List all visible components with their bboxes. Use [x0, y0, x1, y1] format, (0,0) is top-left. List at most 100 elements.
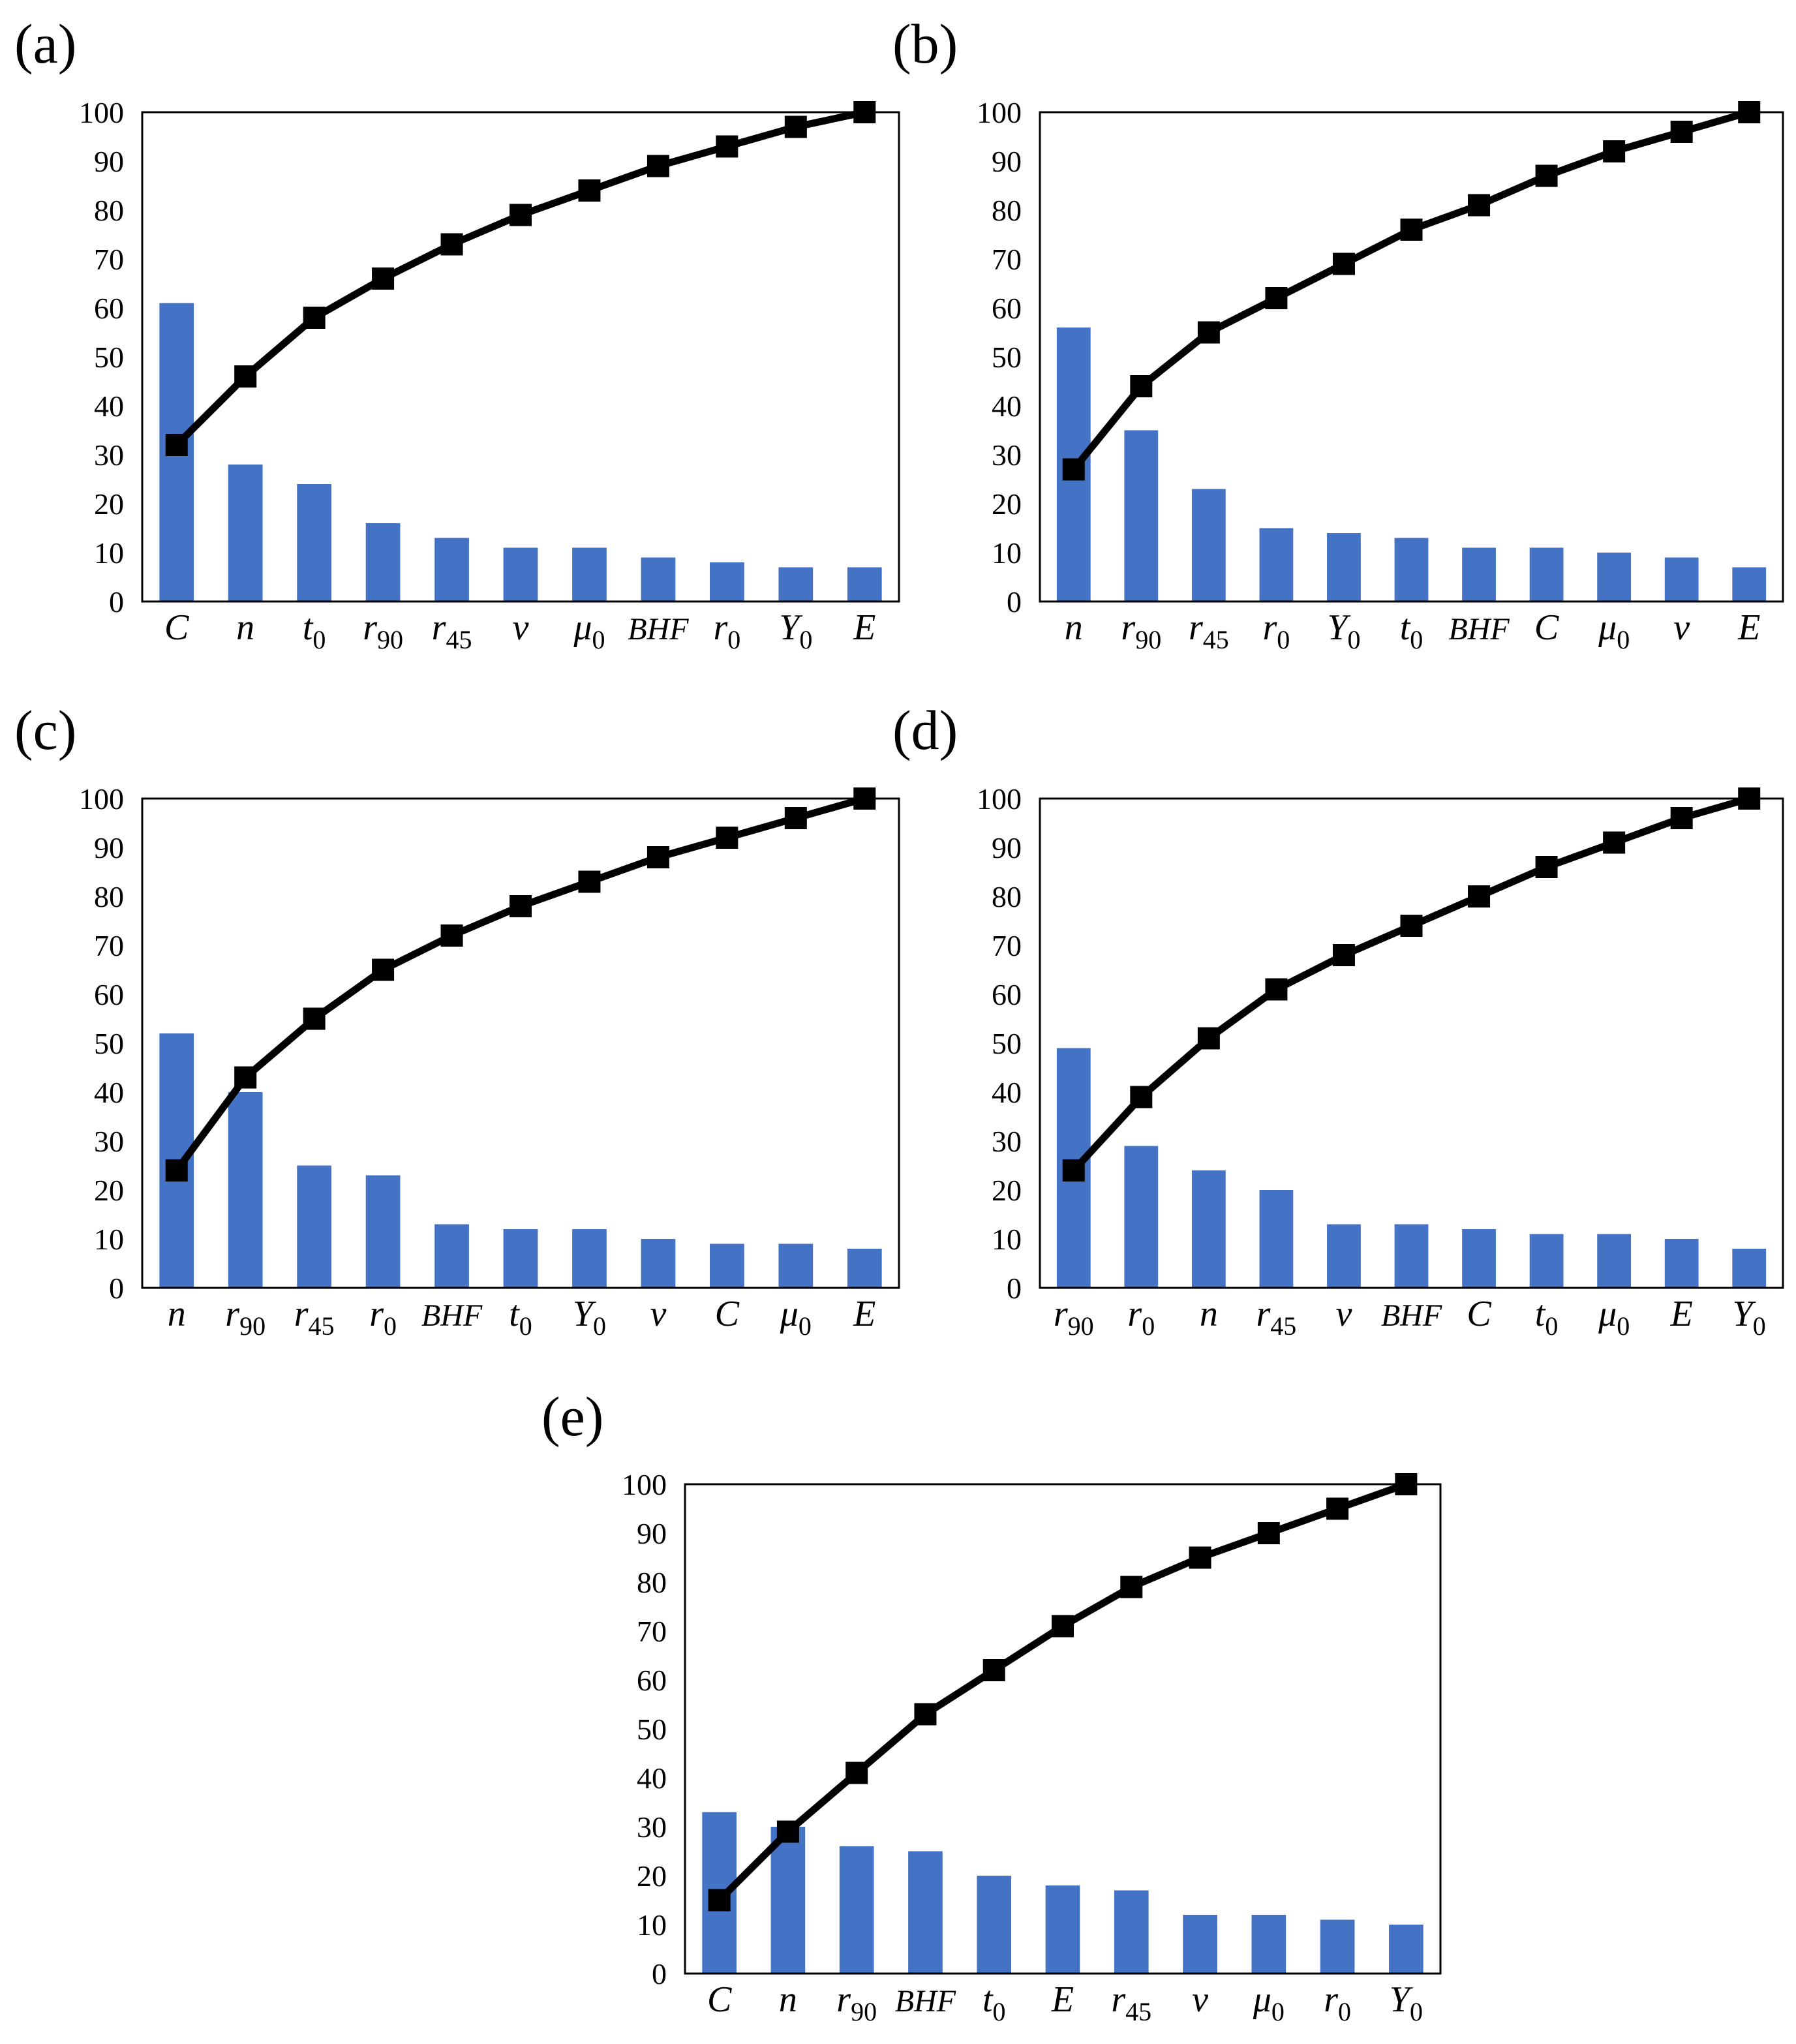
cumulative-point-t0	[510, 895, 532, 917]
cumulative-point-r45	[1197, 321, 1220, 344]
plot-frame	[1039, 797, 1784, 1289]
category-label-3-5: BHF	[1381, 1298, 1442, 1333]
bar-μ0	[572, 547, 607, 602]
bar-E	[847, 567, 882, 602]
category-label-4-1: n	[779, 1979, 797, 2020]
category-label-4-8: μ0	[1253, 1979, 1285, 2026]
category-label-4-7: v	[1192, 1979, 1208, 2020]
category-label-0-8: r0	[713, 607, 740, 654]
bar-Y0	[1327, 533, 1361, 602]
bar-n	[770, 1827, 806, 1974]
cumulative-point-r45	[1120, 1576, 1143, 1598]
category-label-4-0: C	[707, 1979, 732, 2020]
category-label-2-1: r90	[225, 1294, 266, 1341]
chart-panel-c: (c) 0 10 20 30 40 50 60 70 80 90 100 n r90 r45 r0 BHF t0 Y…	[14, 699, 900, 1341]
bar-μ0	[778, 1243, 814, 1288]
category-label-0-5: v	[513, 607, 529, 648]
cumulative-point-r90	[1130, 375, 1153, 397]
y-tick-label: 40	[94, 1076, 124, 1109]
y-tick-label: 0	[109, 585, 124, 618]
bar-BHF	[908, 1851, 943, 1974]
bar-r90	[228, 1092, 263, 1288]
category-label-3-2: n	[1200, 1294, 1218, 1334]
category-label-1-5: t0	[1400, 607, 1423, 654]
cumulative-point-r0	[716, 135, 738, 158]
bar-E	[1664, 1239, 1699, 1288]
bar-μ0	[1597, 553, 1632, 602]
cumulative-point-μ0	[578, 179, 601, 202]
cumulative-point-Y0	[1738, 787, 1761, 810]
chart-panel-b: (b) 0 10 20 30 40 50 60 70 80 90 100 n r90 r45 r0 Y0 t0 BH…	[892, 12, 1784, 654]
y-tick-label: 50	[637, 1713, 667, 1746]
bar-E	[1045, 1885, 1080, 1974]
bar-r0	[365, 1175, 401, 1288]
cumulative-point-E	[1052, 1615, 1074, 1638]
cumulative-point-v	[510, 204, 532, 226]
cumulative-point-C	[165, 434, 188, 456]
cumulative-point-r0	[1265, 287, 1288, 309]
panel-label: (e)	[541, 1385, 603, 1448]
y-tick-label: 100	[977, 96, 1022, 129]
category-label-2-7: v	[650, 1294, 666, 1334]
cumulative-point-BHF	[647, 155, 669, 177]
category-label-1-8: μ0	[1598, 607, 1630, 654]
category-label-0-0: C	[164, 607, 189, 648]
category-label-1-2: r45	[1189, 607, 1229, 654]
y-tick-label: 80	[94, 194, 124, 227]
cumulative-point-t0	[1400, 219, 1423, 241]
category-label-4-3: BHF	[895, 1984, 956, 2019]
category-label-2-4: BHF	[421, 1298, 483, 1333]
category-label-1-0: n	[1065, 607, 1083, 648]
y-tick-label: 40	[992, 1076, 1022, 1109]
y-tick-label: 70	[992, 243, 1022, 276]
y-tick-label: 30	[992, 438, 1022, 472]
category-label-0-1: n	[236, 607, 254, 648]
bar-v	[641, 1239, 676, 1288]
category-label-4-5: E	[1051, 1979, 1074, 2020]
cumulative-line	[716, 1480, 1408, 1903]
cumulative-point-Y0	[784, 115, 807, 138]
category-label-2-6: Y0	[573, 1294, 606, 1341]
cumulative-point-r0	[1326, 1497, 1349, 1520]
y-tick-label: 0	[652, 1957, 667, 1991]
plot-frame	[141, 797, 900, 1289]
category-label-0-4: r45	[432, 607, 472, 654]
bar-Y0	[1732, 1249, 1767, 1288]
bar-r0	[1124, 1146, 1159, 1288]
panel-label: (d)	[892, 699, 958, 761]
bar-r0	[1320, 1919, 1355, 1974]
bar-v	[1664, 557, 1699, 602]
y-tick-label: 40	[637, 1762, 667, 1795]
cumulative-point-Y0	[578, 870, 601, 893]
bar-Y0	[572, 1229, 607, 1288]
y-tick-label: 100	[79, 96, 124, 129]
bar-t0	[1394, 538, 1429, 602]
category-label-3-3: r45	[1256, 1294, 1297, 1341]
cumulative-point-C	[716, 827, 738, 849]
y-tick-label: 50	[992, 341, 1022, 374]
cumulative-point-n	[776, 1820, 799, 1843]
y-tick-label: 30	[992, 1125, 1022, 1158]
category-label-0-7: BHF	[628, 612, 689, 647]
y-tick-label: 30	[94, 1125, 124, 1158]
y-tick-label: 80	[992, 194, 1022, 227]
bar-v	[1183, 1915, 1217, 1974]
bar-E	[847, 1249, 882, 1288]
y-tick-label: 20	[94, 1174, 124, 1207]
category-label-1-6: BHF	[1448, 612, 1510, 647]
cumulative-point-μ0	[784, 807, 807, 829]
category-label-4-2: r90	[836, 1979, 877, 2026]
cumulative-point-r90	[234, 1066, 257, 1089]
panel-label: (c)	[14, 699, 76, 761]
y-tick-label: 0	[1007, 1272, 1022, 1305]
y-tick-label: 80	[992, 880, 1022, 913]
category-label-3-9: E	[1670, 1294, 1693, 1334]
cumulative-point-r45	[303, 1007, 326, 1030]
cumulative-point-r90	[1062, 1159, 1085, 1182]
y-tick-label: 70	[637, 1615, 667, 1648]
cumulative-point-BHF	[1468, 194, 1491, 217]
y-tick-label: 20	[992, 1174, 1022, 1207]
bar-r45	[1191, 489, 1226, 602]
y-tick-label: 60	[992, 978, 1022, 1011]
